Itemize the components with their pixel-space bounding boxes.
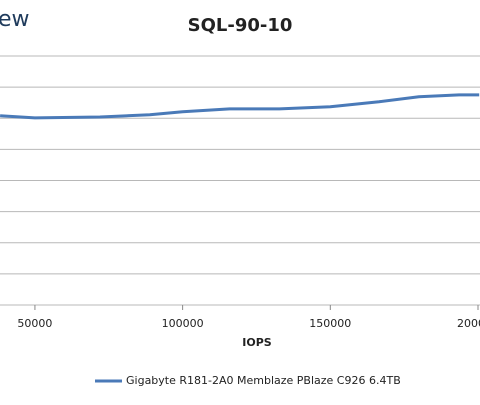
x-tick-label: 50000 (17, 317, 52, 330)
x-tick-label: 100000 (162, 317, 204, 330)
legend-label: Gigabyte R181-2A0 Memblaze PBlaze C926 6… (126, 374, 401, 387)
x-tick-label: 200000 (457, 317, 480, 330)
series-line (0, 93, 480, 120)
x-axis-label: IOPS (242, 336, 272, 349)
x-tick-label: 150000 (309, 317, 351, 330)
logo: ew (0, 7, 30, 32)
chart-title: SQL-90-10 (188, 15, 293, 36)
